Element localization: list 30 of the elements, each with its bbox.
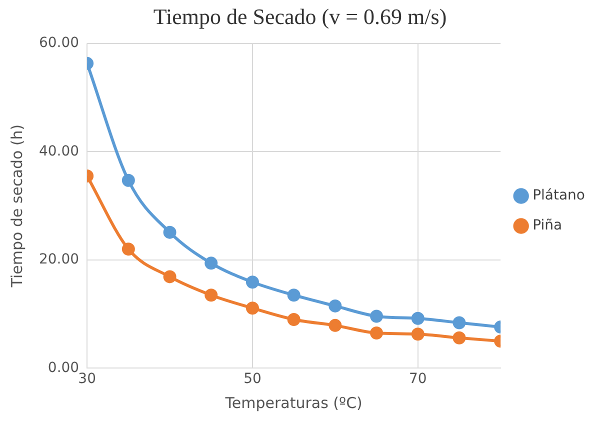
x-axis-title: Temperaturas (ºC) xyxy=(224,394,362,412)
point xyxy=(204,288,218,302)
point xyxy=(204,256,218,270)
point xyxy=(246,302,259,315)
point xyxy=(452,316,466,330)
x-tick-label: 30 xyxy=(78,371,96,388)
point xyxy=(370,310,384,323)
point xyxy=(452,331,466,344)
y-tick-label: 60.00 xyxy=(38,35,80,52)
y-tick-label: 20.00 xyxy=(38,252,80,268)
point xyxy=(163,226,176,239)
y-tick-label: 0.00 xyxy=(48,360,80,376)
point xyxy=(370,326,384,340)
y-axis-title: Tiempo de secado (h) xyxy=(8,124,26,288)
point xyxy=(287,288,300,302)
point xyxy=(122,174,135,187)
x-tick-label: 50 xyxy=(244,371,262,388)
point xyxy=(411,312,424,325)
point xyxy=(122,242,135,256)
y-tick-label: 40.00 xyxy=(38,143,80,160)
legend-label: Piña xyxy=(532,218,562,234)
point xyxy=(163,270,176,284)
legend-label: Plátano xyxy=(532,188,586,204)
point xyxy=(246,276,259,289)
point xyxy=(287,312,300,326)
x-tick-label: 70 xyxy=(408,371,427,388)
chart-title: Tiempo de Secado (v = 0.69 m/s) xyxy=(153,4,447,29)
point xyxy=(411,328,424,341)
point xyxy=(328,299,342,312)
point xyxy=(328,318,342,332)
